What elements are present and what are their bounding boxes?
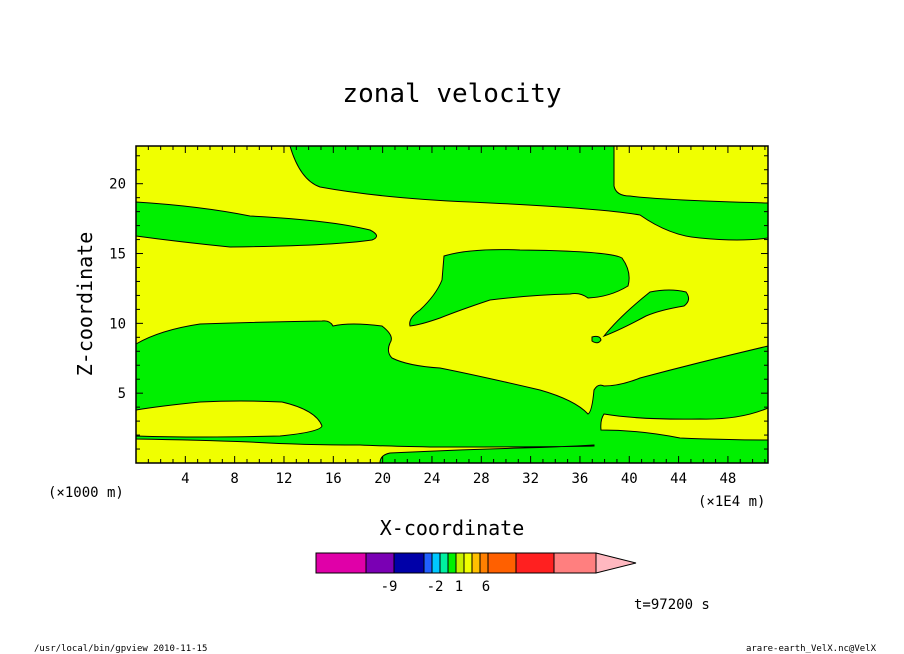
- colorbar-labels: -9 -2 1 6: [381, 579, 491, 595]
- x-tick-label: 36: [572, 471, 589, 487]
- y-axis: 5 10 15 20: [109, 155, 768, 464]
- contour-region-tiny-blob: [591, 335, 602, 344]
- colorbar-segment: [463, 552, 473, 574]
- x-tick-label: 16: [325, 471, 342, 487]
- y-tick-label: 15: [109, 247, 126, 263]
- contour-region-middle-blob: [409, 249, 630, 327]
- colorbar-segment: [315, 552, 367, 574]
- colorbar-label: 6: [482, 579, 490, 595]
- plot-frame: [135, 145, 769, 464]
- x-tick-label: 44: [670, 471, 687, 487]
- colorbar-segment: [515, 552, 555, 574]
- x-tick-label: 12: [276, 471, 293, 487]
- colorbar-segment: [447, 552, 457, 574]
- x-unit-right: (×1E4 m): [698, 494, 765, 510]
- x-tick-label: 24: [424, 471, 441, 487]
- colorbar-segment: [553, 552, 597, 574]
- colorbar-label: -9: [381, 579, 398, 595]
- y-tick-label: 20: [109, 177, 126, 193]
- negative-velocity-regions: [135, 145, 769, 464]
- x-tick-label: 32: [522, 471, 539, 487]
- contour-region-top-band: [289, 145, 769, 241]
- colorbar: [315, 552, 637, 574]
- colorbar-segment: [455, 552, 465, 574]
- contour-region-small-blob: [602, 289, 690, 338]
- time-label: t=97200 s: [634, 597, 710, 613]
- colorbar-segment: [393, 552, 425, 574]
- x-tick-label: 8: [230, 471, 238, 487]
- contour-region-left-upper: [135, 201, 377, 248]
- colorbar-arrow: [595, 552, 637, 574]
- x-axis-label: X-coordinate: [380, 516, 525, 540]
- y-tick-label: 5: [118, 386, 126, 402]
- y-tick-label: 10: [109, 316, 126, 332]
- colorbar-label: 1: [455, 579, 463, 595]
- x-tick-label: 4: [181, 471, 189, 487]
- x-axis: 4 8 12 16 20 24 28 32 36 40 44 48: [135, 146, 766, 487]
- colorbar-segment: [487, 552, 517, 574]
- x-tick-label: 20: [374, 471, 391, 487]
- x-tick-label: 28: [473, 471, 490, 487]
- colorbar-segment: [423, 552, 433, 574]
- footer-right: arare-earth_VelX.nc@VelX: [746, 644, 877, 654]
- colorbar-segment: [431, 552, 441, 574]
- x-tick-label: 40: [621, 471, 638, 487]
- chart-title: zonal velocity: [342, 79, 561, 109]
- colorbar-segment: [471, 552, 481, 574]
- x-unit-left: (×1000 m): [48, 485, 124, 501]
- y-axis-label: Z-coordinate: [73, 232, 97, 377]
- colorbar-label: -2: [427, 579, 444, 595]
- x-tick-label: 48: [719, 471, 736, 487]
- colorbar-segment: [365, 552, 395, 574]
- colorbar-segment: [479, 552, 489, 574]
- footer-left: /usr/local/bin/gpview 2010-11-15: [34, 644, 207, 654]
- colorbar-segment: [439, 552, 449, 574]
